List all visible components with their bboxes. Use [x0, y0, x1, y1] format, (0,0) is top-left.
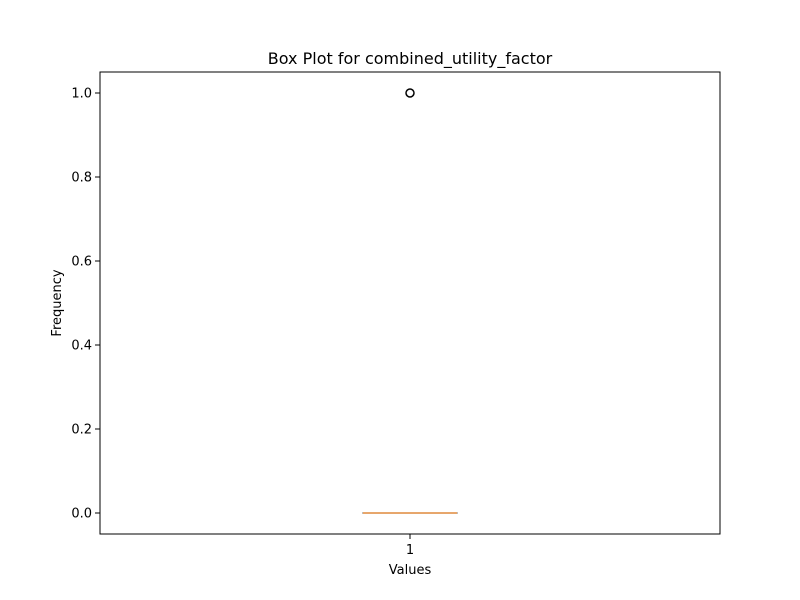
axes-frame [99, 71, 721, 535]
y-tick-label: 0.4 [71, 339, 92, 354]
y-axis-label: Frequency [50, 269, 65, 336]
y-tick-label: 0.2 [71, 423, 92, 438]
plot-area: 0.0 0.2 0.4 0.6 0.8 1.0 1 [71, 87, 458, 558]
y-tick-label: 0.8 [71, 171, 92, 186]
y-tick-label: 1.0 [71, 87, 92, 102]
x-axis-label: Values [389, 563, 432, 578]
chart-title: Box Plot for combined_utility_factor [268, 49, 553, 69]
outlier-point [405, 88, 415, 98]
y-tick-label: 0.0 [71, 507, 92, 522]
x-tick-label: 1 [406, 543, 414, 558]
y-tick-label: 0.6 [71, 255, 92, 270]
